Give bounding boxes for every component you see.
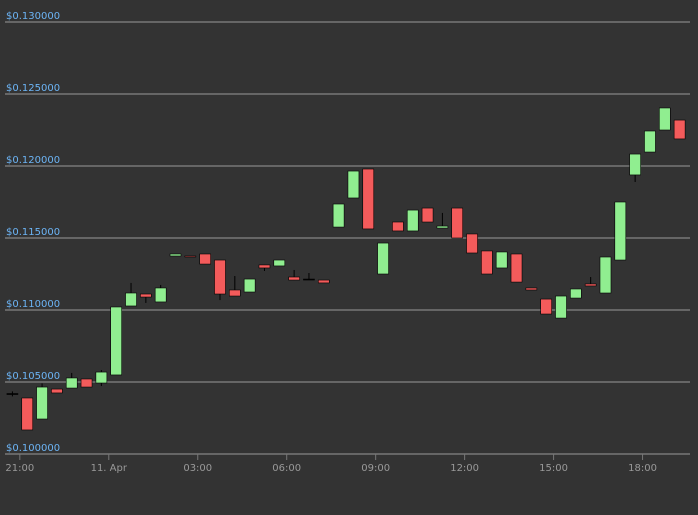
candle-body [658, 107, 671, 131]
y-tick-label: $0.110000 [6, 299, 60, 310]
x-tick-label: 11. Apr [91, 463, 128, 474]
candle-body [288, 276, 300, 281]
candle-body [317, 279, 330, 284]
x-tick-label: 03:00 [183, 463, 212, 474]
candle-body [644, 130, 656, 153]
candle-body [584, 283, 597, 287]
candle-body [229, 289, 241, 297]
y-tick-label: $0.100000 [6, 443, 60, 454]
candle-body [258, 264, 271, 269]
candle-body [303, 278, 315, 281]
y-tick-label: $0.130000 [6, 11, 60, 22]
candle-body [243, 278, 256, 293]
candle-body [570, 288, 582, 299]
y-tick-label: $0.115000 [6, 227, 60, 238]
candle-body [199, 253, 211, 265]
candle-body [95, 371, 108, 384]
candle-body [540, 298, 552, 315]
x-tick-label: 09:00 [361, 463, 390, 474]
x-tick-label: 18:00 [628, 463, 657, 474]
candle-body [421, 207, 434, 223]
candle-body [510, 253, 523, 283]
candle-body [451, 207, 464, 239]
candle-body [481, 250, 493, 275]
candle-body [629, 153, 641, 176]
y-tick-label: $0.105000 [6, 371, 60, 382]
candle-body [673, 119, 686, 140]
candle-body [392, 221, 404, 232]
candle-body [51, 388, 63, 394]
candle-body [377, 242, 389, 275]
candle-body [332, 203, 345, 228]
candle-body [495, 251, 508, 269]
candle-body [599, 256, 612, 294]
candle-body [125, 292, 137, 307]
candle-body [140, 293, 152, 298]
candle-body [214, 259, 226, 295]
y-tick-label: $0.125000 [6, 83, 60, 94]
x-tick-label: 15:00 [539, 463, 568, 474]
candle-body [614, 201, 627, 261]
candle-body [110, 306, 123, 376]
candle-body [525, 287, 538, 291]
candle-body [273, 259, 286, 267]
x-tick-label: 12:00 [450, 463, 479, 474]
candle-body [36, 386, 48, 420]
candle-body [347, 170, 360, 199]
candle-body [65, 377, 78, 389]
candle-body [154, 287, 167, 303]
candle-body [436, 225, 449, 229]
candle-body [80, 378, 93, 388]
candle-body [555, 295, 567, 319]
x-tick-label: 21:00 [5, 463, 34, 474]
y-tick-label: $0.120000 [6, 155, 60, 166]
candle-body [406, 209, 419, 232]
candle-body [6, 393, 19, 395]
candle-body [184, 255, 197, 258]
x-tick-label: 06:00 [272, 463, 301, 474]
candle-body [169, 253, 182, 257]
candle-body [362, 168, 375, 230]
candle-body [21, 397, 34, 431]
candle-body [466, 233, 478, 254]
